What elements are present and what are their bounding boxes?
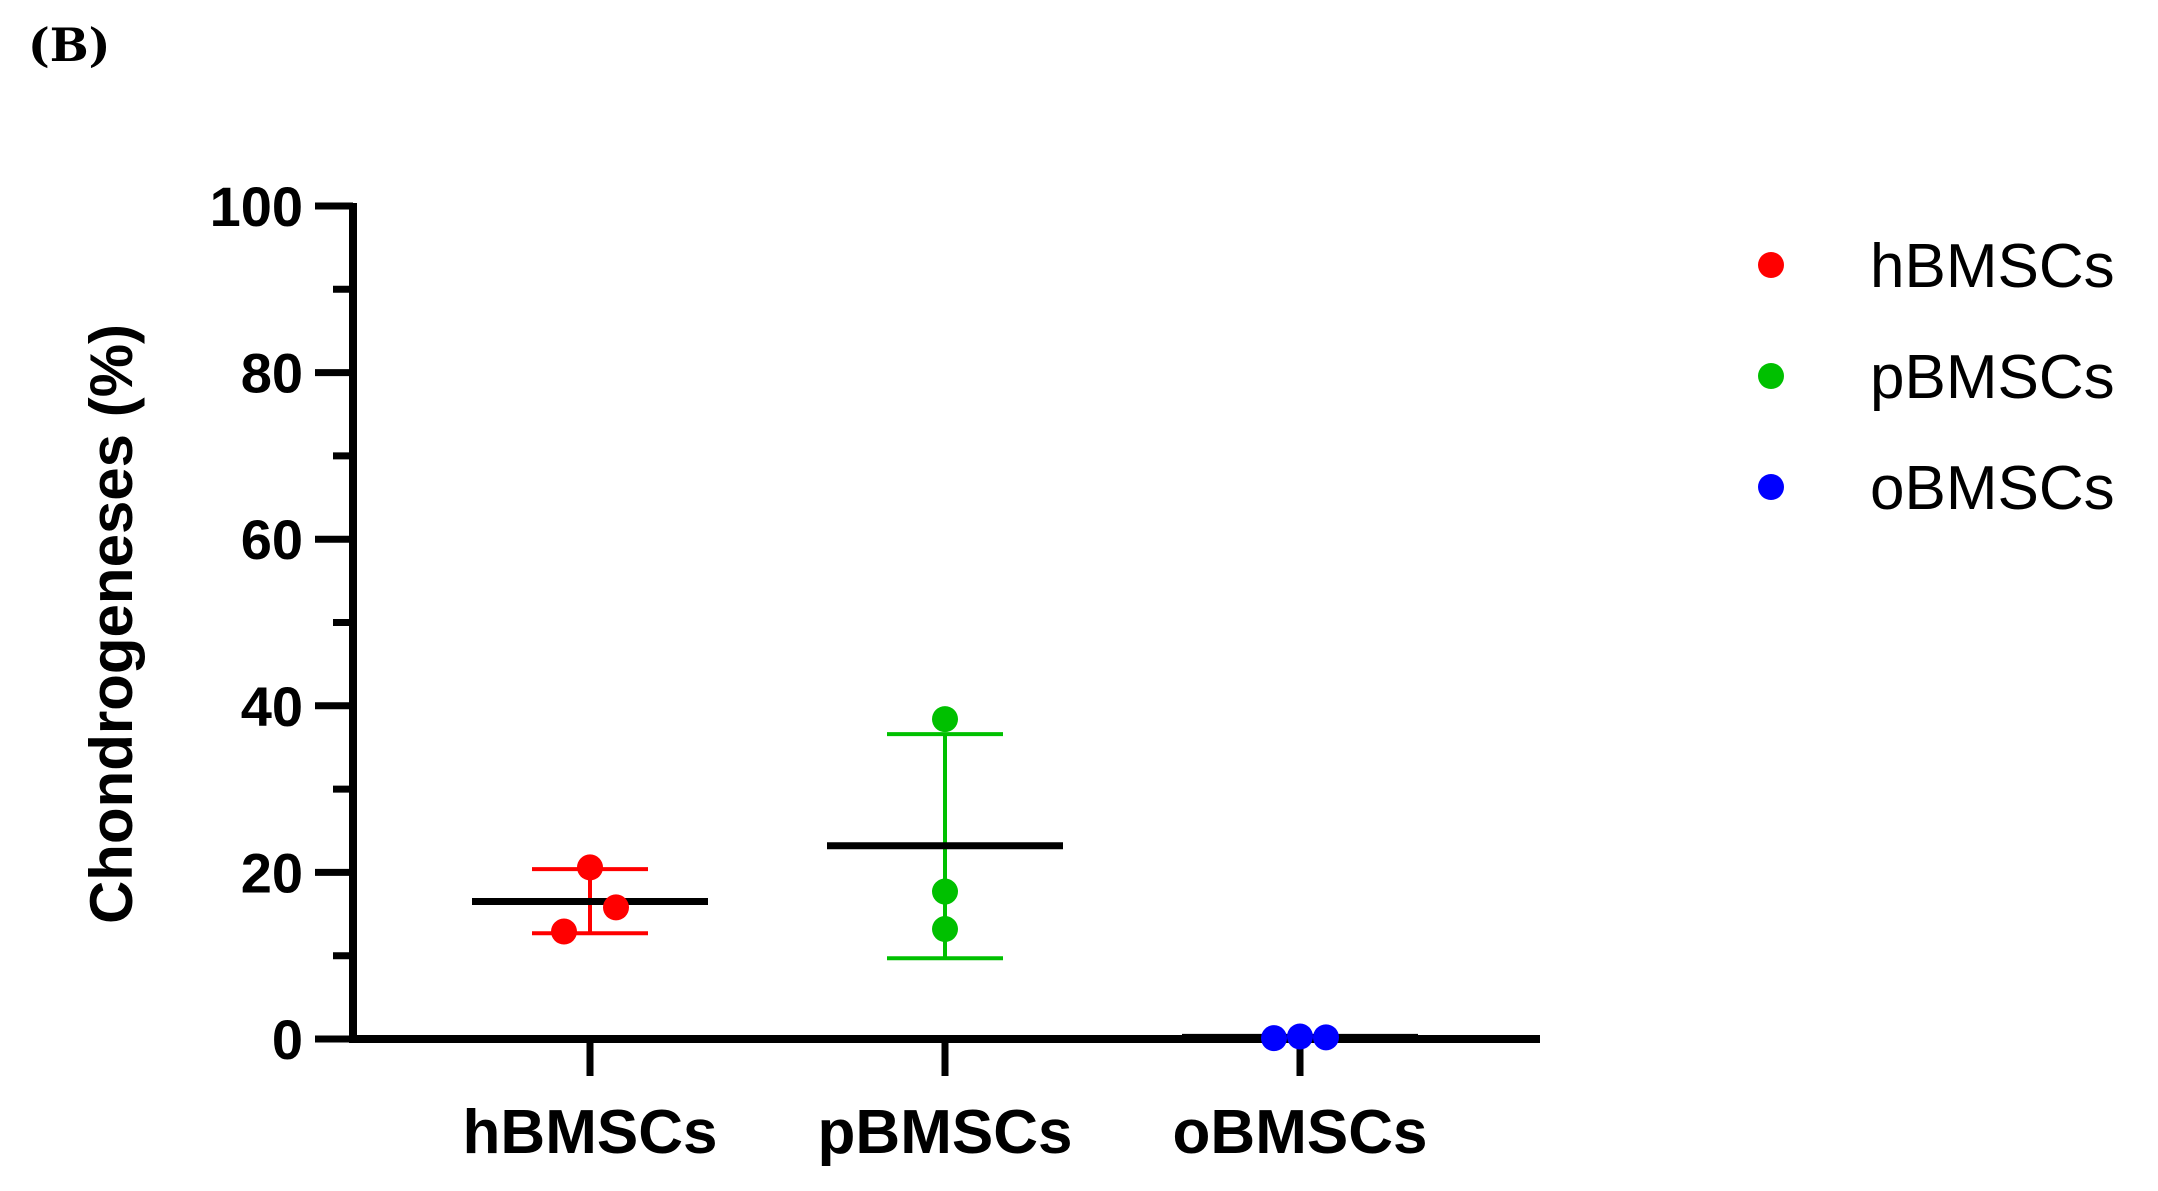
- legend-label: pBMSCs: [1870, 343, 2115, 412]
- data-point: [551, 918, 577, 945]
- data-point: [1313, 1024, 1339, 1051]
- series-oBMSCs: [1182, 1023, 1418, 1052]
- data-point: [932, 706, 958, 733]
- x-tick-label: oBMSCs: [1173, 1098, 1428, 1167]
- x-ticks: hBMSCs pBMSCs oBMSCs: [463, 1039, 1428, 1167]
- x-tick-label: pBMSCs: [818, 1098, 1073, 1167]
- y-ticks: 0 20 40 60 80 100: [210, 175, 353, 1071]
- data-point: [577, 854, 603, 881]
- x-tick-label: hBMSCs: [463, 1098, 718, 1167]
- y-tick-label: 60: [241, 508, 303, 571]
- panel-label: (B): [28, 18, 111, 72]
- legend-label: hBMSCs: [1870, 232, 2115, 301]
- data-point: [603, 894, 629, 921]
- y-tick-label: 40: [241, 675, 303, 738]
- y-tick-label: 0: [272, 1008, 303, 1071]
- y-axis-title: Chondrogeneses (%): [78, 324, 145, 924]
- legend-marker: [1758, 474, 1784, 500]
- legend: hBMSCs pBMSCs oBMSCs: [1758, 232, 2115, 523]
- data-point: [1261, 1025, 1287, 1052]
- data-marks: [472, 706, 1418, 1052]
- data-point: [932, 916, 958, 943]
- legend-marker: [1758, 363, 1784, 389]
- series-pBMSCs: [827, 706, 1063, 961]
- y-tick-label: 80: [241, 342, 303, 405]
- y-tick-label: 100: [210, 175, 303, 238]
- legend-marker: [1758, 252, 1784, 278]
- y-tick-label: 20: [241, 841, 303, 904]
- data-point: [932, 878, 958, 905]
- legend-label: oBMSCs: [1870, 454, 2115, 523]
- data-point: [1287, 1023, 1313, 1050]
- series-hBMSCs: [472, 854, 708, 945]
